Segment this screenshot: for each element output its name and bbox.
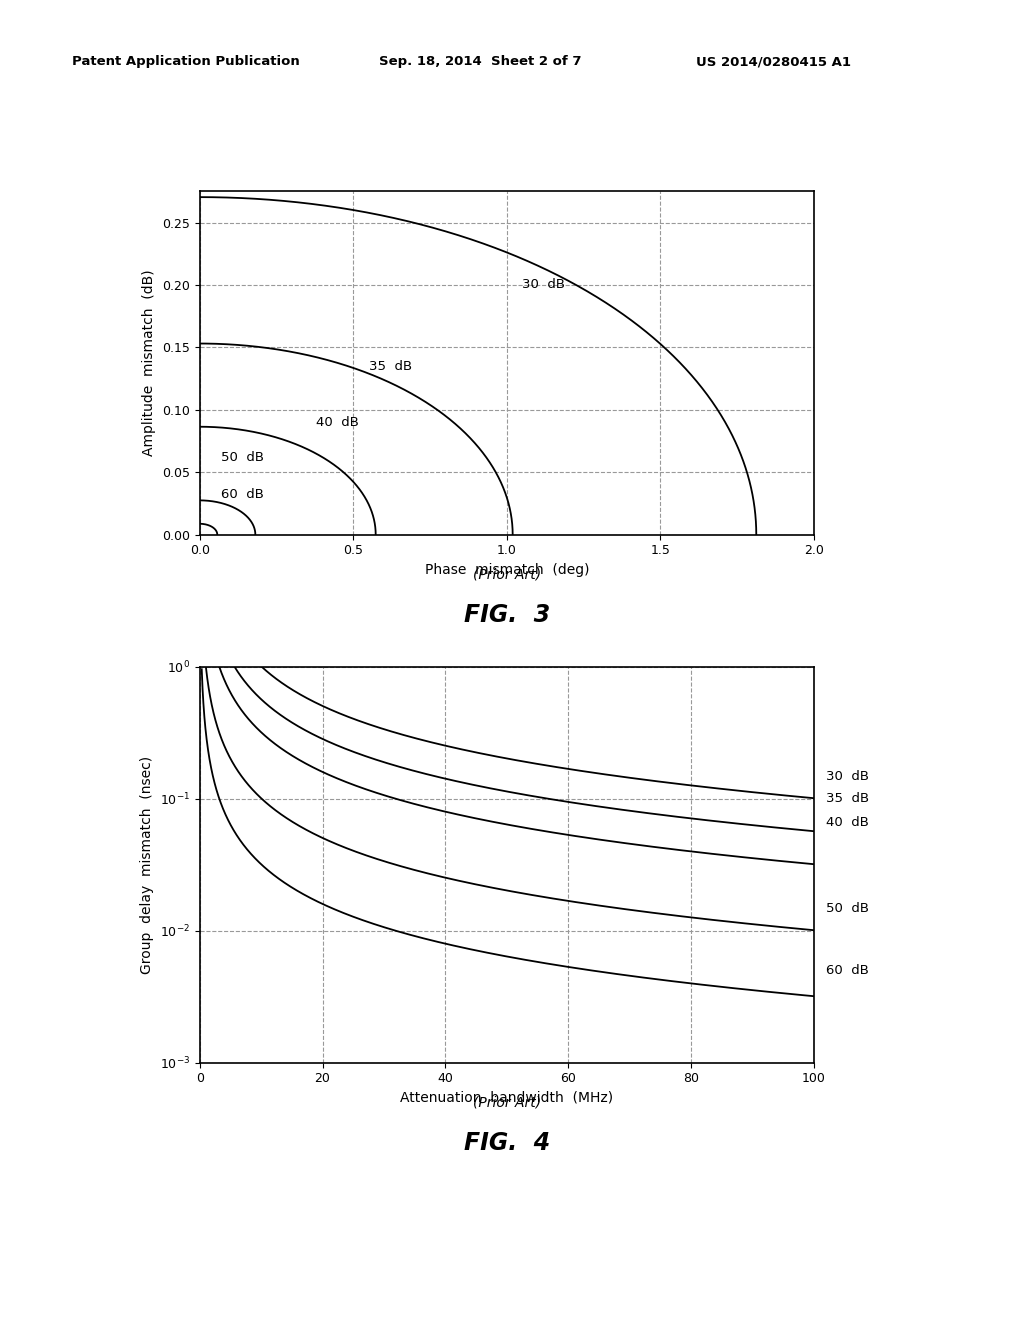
Text: (Prior Art): (Prior Art) <box>473 1096 541 1110</box>
Text: FIG.  3: FIG. 3 <box>464 603 550 627</box>
Text: 35  dB: 35 dB <box>369 359 412 372</box>
Text: Sep. 18, 2014  Sheet 2 of 7: Sep. 18, 2014 Sheet 2 of 7 <box>379 55 582 69</box>
Text: 35  dB: 35 dB <box>826 792 869 805</box>
Text: (Prior Art): (Prior Art) <box>473 568 541 582</box>
Text: Patent Application Publication: Patent Application Publication <box>72 55 299 69</box>
Text: 30  dB: 30 dB <box>522 279 565 292</box>
Text: 40  dB: 40 dB <box>316 416 359 429</box>
Text: 40  dB: 40 dB <box>826 816 869 829</box>
Text: 60  dB: 60 dB <box>826 964 869 977</box>
X-axis label: Phase  mismatch  (deg): Phase mismatch (deg) <box>425 562 589 577</box>
Text: 50  dB: 50 dB <box>221 450 264 463</box>
Y-axis label: Group  delay  mismatch  (nsec): Group delay mismatch (nsec) <box>140 755 155 974</box>
Text: 60  dB: 60 dB <box>221 488 264 502</box>
Y-axis label: Amplitude  mismatch  (dB): Amplitude mismatch (dB) <box>142 269 157 457</box>
Text: US 2014/0280415 A1: US 2014/0280415 A1 <box>696 55 851 69</box>
Text: 50  dB: 50 dB <box>826 902 869 915</box>
Text: FIG.  4: FIG. 4 <box>464 1131 550 1155</box>
X-axis label: Attenuation  bandwidth  (MHz): Attenuation bandwidth (MHz) <box>400 1090 613 1105</box>
Text: 30  dB: 30 dB <box>826 770 869 783</box>
